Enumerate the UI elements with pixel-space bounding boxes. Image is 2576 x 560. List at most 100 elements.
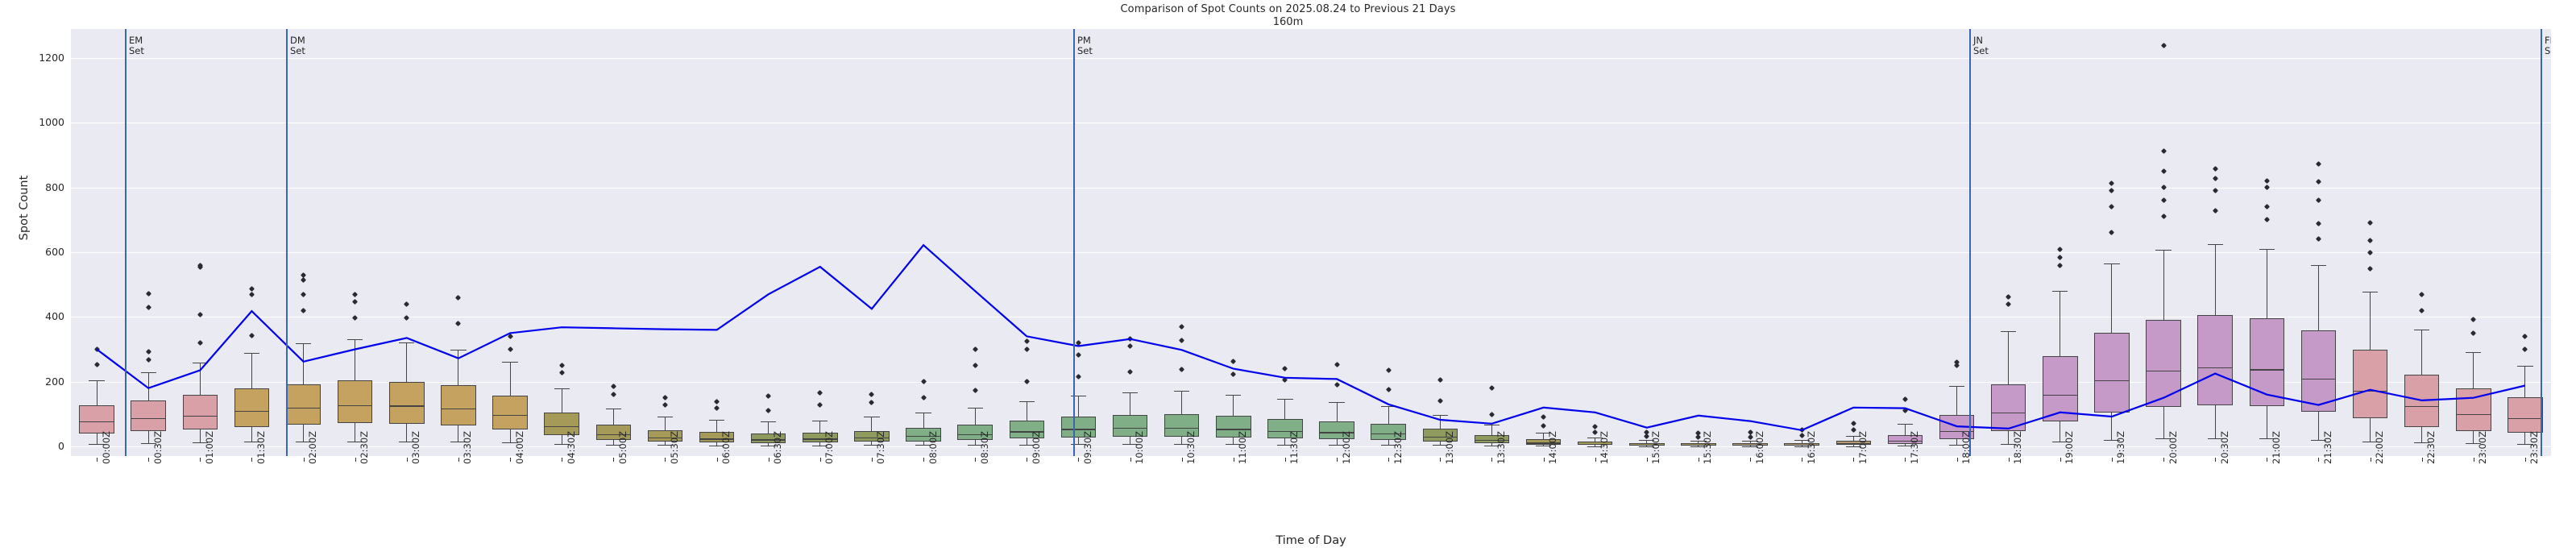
x-tick-label: 16:30Z [1805,430,1817,464]
box-whisker-cap [967,444,983,446]
box-whisker-cap [502,442,518,444]
x-tick-label: 17:00Z [1856,430,1869,464]
x-tick [1646,458,1648,462]
box-median [544,426,579,428]
box-median [131,417,166,419]
x-tick [458,458,459,462]
box-median [1319,432,1354,433]
x-tick-label: 00:30Z [151,430,164,464]
box-median [1887,440,1923,442]
event-line-jn [1969,29,1971,456]
box-whisker-cap [1018,444,1035,446]
boxplot-box [79,404,114,433]
event-line-em [125,29,127,456]
plot-area: EM Set DM Set PM Set JN Set FN Set [71,29,2551,456]
event-label-em: EM Set [129,35,144,56]
x-tick [1388,458,1390,462]
x-tick [510,458,512,462]
x-tick [1181,458,1183,462]
gridline [71,58,2551,60]
box-whisker-cap [502,361,518,363]
x-tick [1853,458,1855,462]
boxplot-box [389,381,425,424]
boxplot-box [699,432,735,443]
boxplot-box [182,394,218,430]
x-tick [1078,458,1080,462]
boxplot-box [1525,439,1562,445]
x-tick-label: 09:00Z [1030,430,1042,464]
box-whisker-cap [554,388,570,389]
y-tick-label: 600 [45,246,64,259]
box-whisker-cap [2466,351,2482,353]
boxplot-box [492,395,528,430]
box-whisker-cap [2259,249,2275,251]
x-tick [2163,458,2165,462]
x-tick-label: 19:30Z [2115,430,2127,464]
x-tick [716,458,718,462]
chart-subtitle: 160m [1272,16,1304,28]
box-whisker-cap [1018,400,1035,402]
box-median [1939,430,1975,433]
x-tick-label: 16:00Z [1753,430,1765,464]
boxplot-box [1112,414,1148,437]
boxplot-box [1836,441,1872,446]
x-tick-label: 22:30Z [2425,430,2437,464]
box-whisker-cap [967,407,983,409]
box-whisker-cap [1690,446,1707,447]
box-median [389,405,425,407]
x-tick-label: 03:30Z [462,430,474,464]
box-median [2352,390,2388,392]
box-whisker-cap [243,352,260,354]
box-median [1474,439,1510,442]
box-median [1629,444,1665,446]
box-median [1112,427,1148,429]
x-tick-label: 07:30Z [875,430,887,464]
event-line-fn [2541,29,2542,456]
boxplot-box [2300,330,2337,412]
box-median [2456,413,2491,416]
x-tick-label: 15:00Z [1650,430,1662,464]
x-tick-label: 18:30Z [2012,430,2024,464]
box-median [492,414,528,416]
boxplot-box [1474,434,1510,443]
x-tick [1284,458,1286,462]
box-whisker-cap [2310,439,2327,441]
x-tick [251,458,253,462]
x-tick-label: 01:30Z [255,430,267,464]
box-whisker-cap [605,444,621,446]
x-tick-label: 08:00Z [927,430,939,464]
box-median [1577,443,1613,446]
box-whisker-cap [554,443,570,445]
boxplot-box [234,388,270,427]
x-tick [1337,458,1338,462]
gridline [71,187,2551,189]
box-whisker-cap [2517,365,2533,367]
box-whisker-cap [2001,443,2017,445]
x-tick [2215,458,2217,462]
x-tick [665,458,666,462]
x-tick-label: 11:00Z [1237,430,1249,464]
box-median [2094,380,2130,382]
box-median [1784,444,1819,446]
boxplot-box [906,428,941,442]
box-whisker-cap [1639,446,1655,447]
box-whisker-cap [864,445,880,446]
x-tick [1750,458,1752,462]
x-tick [613,458,615,462]
x-tick [2060,458,2061,462]
chart-title: Comparison of Spot Counts on 2025.08.24 … [1120,3,1456,15]
x-tick [871,458,873,462]
box-whisker-cap [2155,249,2172,251]
box-median [803,438,838,440]
boxplot-box [1009,420,1045,439]
boxplot-box [854,430,890,442]
box-whisker-cap [2052,291,2068,292]
x-tick-label: 05:30Z [668,430,680,464]
x-tick-label: 12:00Z [1340,430,1352,464]
event-line-dm [286,29,288,456]
box-whisker-cap [2259,438,2275,440]
x-tick-label: 09:30Z [1081,430,1093,464]
box-median [79,421,114,423]
x-tick [1595,458,1596,462]
box-median [2300,378,2337,380]
